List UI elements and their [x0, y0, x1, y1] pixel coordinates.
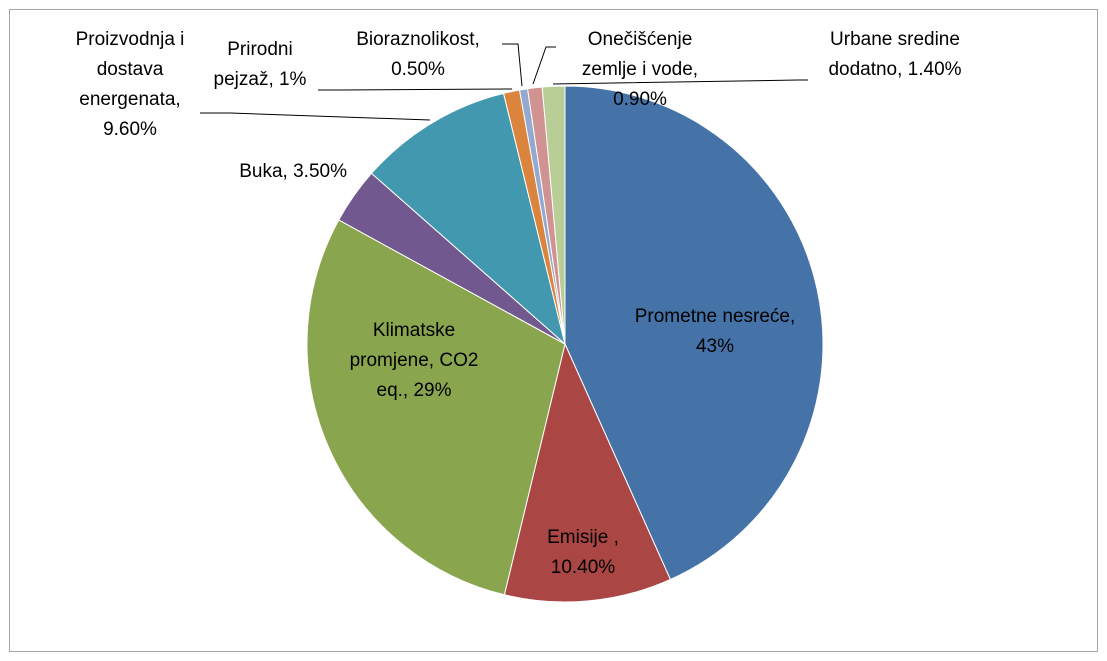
data-label: Prometne nesreće, 43%: [635, 306, 796, 357]
data-label: Bioraznolikost, 0.50%: [356, 29, 480, 80]
data-label: Onečišćenje zemlje i vode, 0.90%: [582, 29, 698, 110]
label-line: promjene, CO2: [350, 350, 479, 371]
label-line: 0.50%: [391, 59, 445, 80]
leader-line: [552, 79, 808, 85]
label-line: Urbane sredine: [830, 29, 960, 50]
pie-slice: [541, 85, 566, 345]
label-line: Klimatske: [373, 320, 455, 341]
pie-slice: [370, 92, 566, 346]
label-line: pejzaž, 1%: [214, 69, 307, 90]
label-line: eq., 29%: [377, 380, 452, 401]
label-line: Prometne nesreće,: [635, 306, 796, 327]
label-line: 0.90%: [613, 89, 667, 110]
data-label: Buka, 3.50%: [239, 161, 347, 182]
pie-slice: [503, 342, 672, 603]
data-label: Urbane sredine dodatno, 1.40%: [828, 29, 961, 80]
leader-line: [318, 88, 513, 91]
data-label: Emisije , 10.40%: [547, 527, 619, 578]
data-label: Prirodni pejzaž, 1%: [214, 39, 307, 90]
label-line: Proizvodnja i: [76, 29, 185, 50]
label-line: zemlje i vode,: [582, 59, 698, 80]
label-line: 10.40%: [551, 557, 616, 578]
label-line: Buka, 3.50%: [239, 161, 347, 182]
label-line: Bioraznolikost,: [356, 29, 480, 50]
pie-slice: [306, 219, 566, 596]
leader-line: [200, 112, 431, 121]
label-line: dostava: [97, 59, 164, 80]
label-line: energenata,: [79, 89, 180, 110]
label-line: 43%: [696, 336, 734, 357]
leader-line: [532, 46, 556, 85]
data-label: Klimatske promjene, CO2 eq., 29%: [350, 320, 479, 401]
label-line: dodatno, 1.40%: [828, 59, 961, 80]
label-line: Emisije ,: [547, 527, 619, 548]
label-line: 9.60%: [103, 119, 157, 140]
data-label: Proizvodnja i dostava energenata, 9.60%: [76, 29, 185, 140]
label-line: Onečišćenje: [588, 29, 693, 50]
pie-slice: [564, 85, 824, 581]
leader-line: [502, 43, 523, 87]
label-line: Prirodni: [227, 39, 292, 60]
